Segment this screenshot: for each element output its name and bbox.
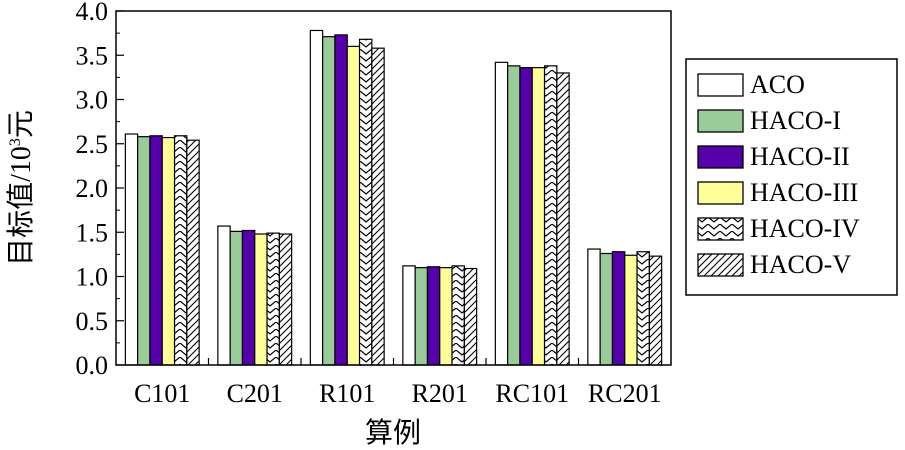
bar-r201-haco-ii [426,266,441,366]
bars-group [124,29,663,366]
bar-r101-haco-i [322,36,336,366]
bar-c101-haco-v [186,139,200,366]
bar-r201-haco-iv [451,265,465,366]
bar-rc201-haco-iv [636,251,650,366]
y-tick-label: 1.0 [76,263,109,292]
bar-rc201-aco [587,248,601,366]
bar-rc201-haco-iii [624,254,638,366]
y-axis: 0.0 0.5 1.0 1.5 2.0 2.5 3.0 3.5 4.0 [76,0,124,380]
bar-r201-haco-i [414,267,429,366]
bar-rc101-haco-iii [531,67,546,366]
y-tick-label: 4.0 [76,0,109,26]
bar-rc201-haco-ii [611,251,626,366]
legend-swatch-haco-ii [697,145,744,169]
y-tick-label: 2.5 [76,130,109,159]
bar-r101-haco-iii [346,45,361,366]
y-tick-label: 3.5 [76,41,109,70]
bar-rc201-haco-v [648,255,663,366]
bar-c201-haco-v [278,233,293,366]
bar-r101-haco-v [371,47,385,366]
bar-c201-haco-iii [254,233,268,366]
bar-r101-haco-ii [334,34,348,366]
legend-label-haco-i: HACO-I [750,106,841,135]
x-tick-label-rc201: RC201 [588,379,662,408]
legend-swatch-haco-iii [697,181,744,205]
bar-r101-haco-iv [358,38,373,366]
legend-swatch-haco-i [697,109,744,133]
y-axis-label: 目标值/103元 [5,110,37,266]
bar-rc101-aco [494,61,509,366]
legend-swatch-haco-iv [697,217,744,241]
bar-rc101-haco-ii [519,67,533,366]
bar-rc101-haco-i [507,65,521,366]
x-tick-label-rc101: RC101 [495,379,569,408]
legend-label-haco-iii: HACO-III [750,178,858,207]
bar-c101-haco-iv [173,135,188,366]
bar-c201-aco [217,225,231,366]
legend-swatch-haco-v [697,253,744,277]
bar-c101-haco-iii [161,136,176,366]
plot-frame [115,10,672,366]
x-tick-label-r101: R101 [319,379,375,408]
legend: ACO HACO-I HACO-II HACO-III HACO-IV HACO-V [685,58,898,296]
y-tick-label: 2.0 [76,174,109,203]
bar-c101-haco-i [137,136,151,366]
bar-r201-aco [402,265,416,366]
x-axis: C101 C201 R101 R201 RC101 RC201 [134,358,662,408]
bar-c101-aco [124,133,139,366]
legend-swatch-aco [697,73,744,97]
bar-r201-haco-iii [439,267,453,366]
x-tick-label-c101: C101 [134,379,190,408]
bar-rc101-haco-v [556,72,570,366]
legend-label-aco: ACO [750,70,805,99]
x-tick-label-r201: R201 [412,379,468,408]
x-axis-label: 算例 [365,417,421,449]
bar-r201-haco-v [463,267,478,366]
bar-c101-haco-ii [149,135,163,366]
bar-r101-aco [309,29,324,366]
bar-c201-haco-i [229,230,244,366]
bar-rc201-haco-i [599,252,614,366]
y-tick-label: 0.0 [76,351,109,380]
bar-rc101-haco-iv [543,65,558,366]
y-tick-label: 0.5 [76,307,109,336]
legend-label-haco-v: HACO-V [750,250,851,279]
y-tick-label: 1.5 [76,218,109,247]
y-tick-label: 3.0 [76,86,109,115]
bar-c201-haco-iv [266,232,280,366]
x-tick-label-c201: C201 [227,379,283,408]
bar-c201-haco-ii [241,229,256,366]
legend-label-haco-iv: HACO-IV [750,214,860,243]
legend-label-haco-ii: HACO-II [750,142,850,171]
